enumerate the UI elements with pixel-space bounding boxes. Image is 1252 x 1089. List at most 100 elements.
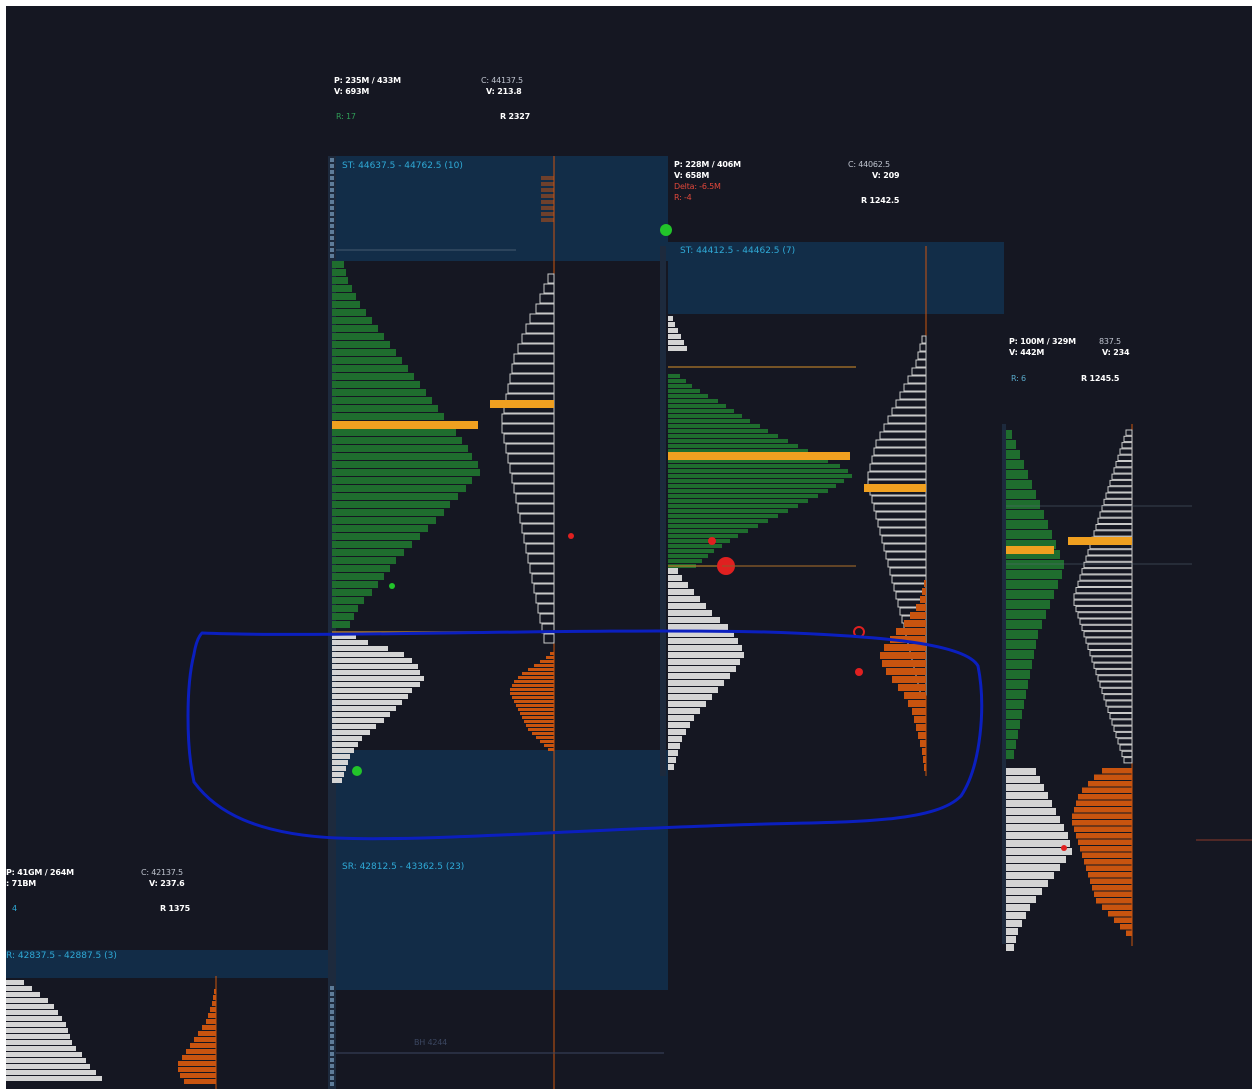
profile-b-delta-outline-bar xyxy=(529,313,555,324)
profile-c-delta-outline-bar xyxy=(895,399,927,408)
profile-b-delta-outline-bar xyxy=(525,543,555,554)
profile-c-sell-top-bar xyxy=(668,346,687,351)
profile-c-buy-bar xyxy=(668,554,708,558)
profile-b-delta-outline-bar xyxy=(539,613,555,624)
profile-d-delta-outline-bar xyxy=(1115,731,1133,739)
profile-b-buy-bar xyxy=(332,589,372,596)
profile-d-sell-bar xyxy=(1006,920,1022,927)
profile-a-volume-bar xyxy=(6,986,32,991)
profile-b-stat-close: C: 44137.5 xyxy=(481,76,523,85)
profile-c-delta-bar xyxy=(896,628,926,635)
profile-b-buy-bar xyxy=(332,301,360,308)
profile-c-buy-bar xyxy=(668,489,828,493)
profile-c-delta-outline-bar xyxy=(873,447,927,456)
volume-profile-chart[interactable]: P: 41GM / 264M C: 42137.5 : 71BM V: 237.… xyxy=(6,6,1252,1089)
profile-d-delta-outline-bar xyxy=(1117,738,1133,745)
profile-b-buy-bar xyxy=(332,549,404,556)
profile-c-buy-bar xyxy=(668,499,808,503)
profile-b-sell-bar xyxy=(332,634,356,639)
axis-tick-b xyxy=(330,236,334,240)
profile-d-delta-outline-bar xyxy=(1101,687,1133,695)
profile-b-delta-outline-bar xyxy=(503,433,555,444)
profile-d-delta-outline-bar xyxy=(1119,744,1133,751)
profile-c-sell-bar xyxy=(668,680,724,686)
profile-b-sell-bar xyxy=(332,688,412,693)
profile-b-buy-bar xyxy=(332,533,420,540)
zone-a xyxy=(6,950,328,978)
profile-d-sell-bar xyxy=(1006,784,1044,791)
profile-b-buy-bar xyxy=(332,517,436,524)
profile-b-delta-top-bar xyxy=(541,194,554,198)
profile-c-sell-top-bar xyxy=(668,328,678,333)
profile-c-delta-bar xyxy=(924,764,926,771)
profile-d-delta-outline-bar xyxy=(1125,429,1133,436)
profile-c-stat-range: R 1242.5 xyxy=(861,196,900,205)
profile-b-buy-bar xyxy=(332,581,378,588)
green-dot xyxy=(389,583,395,589)
axis-tick-b xyxy=(330,188,334,192)
profile-b-buy-bar xyxy=(332,605,358,612)
profile-d-delta-outline-bar xyxy=(1093,530,1133,537)
profile-c-buy-bar xyxy=(668,419,750,423)
profile-c-buy-bar xyxy=(668,439,788,443)
profile-c-delta-outline-bar xyxy=(917,351,927,360)
profile-a-volume-bar xyxy=(6,1022,66,1027)
profile-b-sell-bar xyxy=(332,778,342,783)
profile-d-delta-bar xyxy=(1074,826,1132,832)
profile-c-stat-volume: V: 658M xyxy=(674,171,710,180)
profile-d-buy-bar xyxy=(1006,470,1028,479)
profile-d-buy-bar xyxy=(1006,480,1032,489)
profile-d-sell-bar xyxy=(1006,872,1054,879)
profile-d-delta-outline-bar xyxy=(1087,643,1133,651)
profile-d-buy-bar xyxy=(1006,740,1016,749)
profile-b-delta-outline-bar xyxy=(511,473,555,484)
profile-d-delta-bar xyxy=(1094,891,1132,897)
profile-d-buy-bar xyxy=(1006,670,1030,679)
profile-c-sell-bar xyxy=(668,659,740,665)
profile-d-delta-outline-bar xyxy=(1077,580,1133,588)
profile-c-sell-bar xyxy=(668,631,734,637)
profile-c-sell-bar xyxy=(668,624,728,630)
profile-c-buy-bar xyxy=(668,394,708,398)
axis-tick-b xyxy=(330,170,334,174)
profile-c-sell-top-bar xyxy=(668,334,681,339)
profile-b-delta-top-bar xyxy=(541,176,554,180)
profile-c-sell-top-bar xyxy=(668,340,684,345)
profile-d-buy-bar xyxy=(1006,590,1054,599)
green-dot xyxy=(660,224,672,236)
profile-c-sell-bar xyxy=(668,750,678,756)
profile-d-delta-bar xyxy=(1120,924,1132,930)
profile-d-delta-outline-bar xyxy=(1121,442,1133,449)
profile-a-stat-close: C: 42137.5 xyxy=(141,868,183,877)
chart-svg xyxy=(6,156,1252,1089)
profile-c-buy-bar xyxy=(668,474,852,478)
profile-c-delta-bar xyxy=(923,756,926,763)
profile-c-buy-bar xyxy=(668,399,718,403)
zone-b-bottom xyxy=(336,750,668,990)
profile-b-delta-outline-bar xyxy=(517,503,555,514)
profile-b-delta-bar xyxy=(514,700,554,703)
axis-tick-b xyxy=(330,1016,334,1020)
profile-b-delta-bar xyxy=(512,684,554,687)
profile-d-stat-close: 837.5 xyxy=(1099,337,1121,346)
profile-b-buy-bar xyxy=(332,269,346,276)
profile-b-delta-bar xyxy=(518,676,554,679)
profile-b-zone-bottom-label: SR: 42812.5 - 43362.5 (23) xyxy=(342,862,465,872)
profile-b-delta-bar xyxy=(532,732,554,735)
profile-c-sell-top-bar xyxy=(668,316,673,321)
profile-d-buy-bar xyxy=(1006,530,1052,539)
profile-d-delta-bar xyxy=(1102,904,1132,910)
profile-a-volume-bar xyxy=(6,998,48,1003)
profile-d-delta-outline-bar xyxy=(1075,587,1133,594)
profile-a-zone-label: R: 42837.5 - 42887.5 (3) xyxy=(6,951,117,961)
profile-c-delta-bar xyxy=(880,652,926,659)
profile-c-sell-bar xyxy=(668,617,720,623)
profile-c-buy-bar xyxy=(668,544,722,548)
profile-b-buy-bar xyxy=(332,381,420,388)
profile-c-sell-bar xyxy=(668,645,742,651)
red-dot xyxy=(1061,845,1067,851)
axis-tick-b xyxy=(330,1064,334,1068)
profile-d-delta-bar xyxy=(1076,833,1132,839)
profile-c-stat-delta: Delta: -6.5M xyxy=(674,182,721,191)
profile-b-delta-top-bar xyxy=(541,206,554,210)
